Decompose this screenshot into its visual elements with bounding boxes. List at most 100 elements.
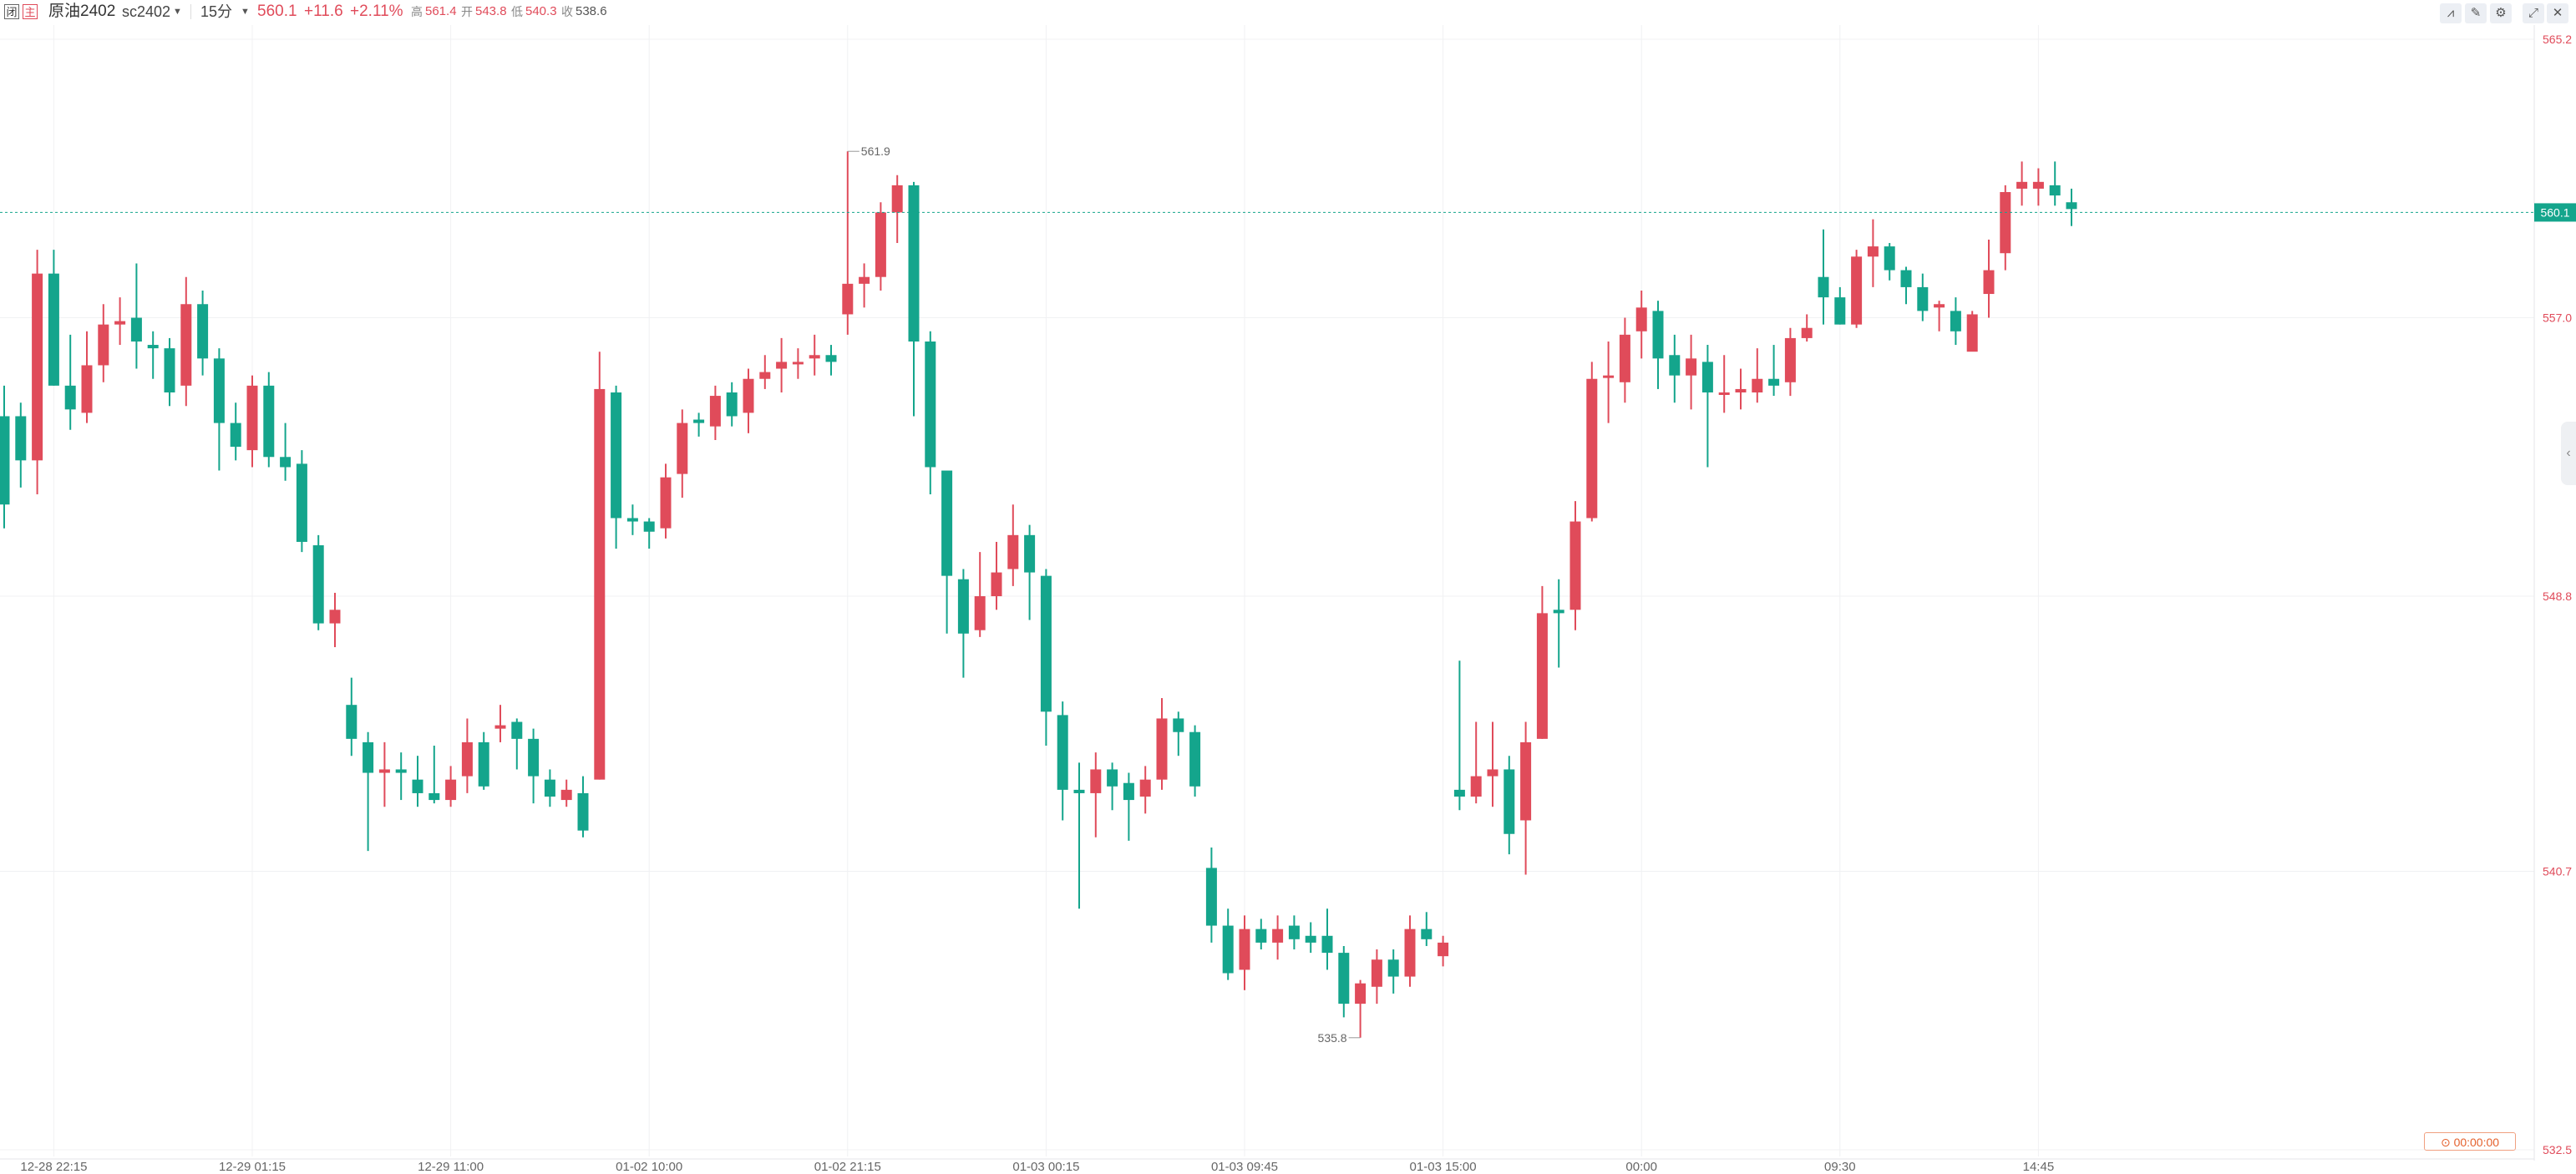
y-tick-label: 565.2	[2543, 33, 2572, 46]
close-market-icon[interactable]: 闭	[4, 4, 19, 19]
candle-body	[130, 317, 142, 342]
chart-grid	[0, 25, 2535, 1161]
candle-body	[461, 741, 473, 777]
candle-body	[1453, 789, 1465, 797]
candle-body	[2049, 185, 2061, 196]
x-tick-label: 09:30	[1824, 1160, 1856, 1174]
x-tick-label: 01-02 21:15	[814, 1160, 881, 1174]
candle-body	[2000, 192, 2011, 254]
candle-body	[544, 779, 555, 797]
candle-body	[1735, 388, 1747, 392]
candle-body	[263, 385, 275, 458]
settings-icon[interactable]: ⚙	[2490, 3, 2512, 23]
candle-body	[1635, 307, 1647, 331]
header-divider	[190, 4, 191, 19]
candle-body	[776, 362, 788, 369]
candle-body	[2016, 181, 2028, 189]
candle-body	[213, 358, 225, 423]
candle-body	[709, 396, 721, 427]
candle-body	[230, 423, 241, 448]
candle-body	[1487, 769, 1498, 777]
candle-body	[1107, 769, 1118, 787]
open-value: 543.8	[475, 4, 507, 18]
y-tick-label: 532.5	[2543, 1143, 2572, 1156]
candle-body	[15, 416, 27, 461]
candle-body	[346, 705, 357, 739]
candle-body	[842, 283, 854, 315]
x-tick-label: 00:00	[1625, 1160, 1657, 1174]
candle-body	[1652, 311, 1664, 359]
candle-body	[577, 792, 589, 831]
collapse-panel-icon[interactable]: ‹	[2561, 422, 2576, 485]
high-label: 高	[411, 5, 423, 18]
candle-body	[1818, 276, 1829, 298]
time-axis: 12-28 22:15 12-29 01:15 12-29 11:00 01-02 1…	[20, 1160, 2054, 1174]
candle-body	[560, 789, 572, 801]
candle-body	[1387, 959, 1399, 977]
candle-body	[511, 721, 523, 739]
x-tick-label: 01-03 15:00	[1410, 1160, 1477, 1174]
candle-body	[1255, 929, 1267, 943]
candle-body	[1586, 378, 1598, 519]
candle-body	[643, 521, 655, 532]
candle-body	[759, 372, 771, 379]
candle-body	[1404, 929, 1416, 977]
candle-body	[1686, 358, 1697, 376]
instrument-code[interactable]: sc2402	[122, 3, 171, 20]
candle-body	[1288, 925, 1300, 939]
candle-body	[1784, 337, 1796, 382]
low-value: 540.3	[525, 4, 557, 18]
interval-chevron-icon[interactable]: ▼	[241, 7, 250, 17]
candle-body	[1305, 935, 1316, 943]
candle-body	[1470, 776, 1482, 797]
last-price: 560.1	[257, 3, 297, 20]
candle-body	[2066, 202, 2077, 210]
price-change-pct: +2.11%	[350, 3, 403, 20]
candle-body	[528, 738, 540, 777]
candle-body	[114, 321, 126, 325]
candle-body	[81, 365, 93, 413]
close-icon[interactable]: ✕	[2547, 3, 2568, 23]
price-change: +11.6	[304, 3, 343, 20]
x-tick-label: 01-03 00:15	[1012, 1160, 1079, 1174]
candle-body	[1504, 769, 1515, 834]
candle-body	[478, 741, 489, 787]
candle-body	[296, 463, 307, 542]
instrument-name: 原油2402	[48, 3, 116, 20]
candle-body	[941, 470, 953, 576]
candle-body	[246, 385, 258, 451]
candle-body	[280, 457, 292, 468]
candle-body	[1900, 270, 1912, 287]
price-annotations: 561.9 535.8	[847, 144, 1361, 1045]
line-style-icon[interactable]: ⩘	[2440, 3, 2462, 23]
candle-body	[98, 324, 109, 366]
candle-body	[1090, 769, 1102, 793]
expand-icon[interactable]: ⤢	[2523, 3, 2544, 23]
candle-body	[1884, 246, 1895, 271]
candle-body	[626, 518, 638, 522]
candle-body	[891, 185, 903, 213]
candle-body	[1205, 868, 1217, 926]
interval-selector[interactable]: 15分	[200, 3, 233, 20]
candle-body	[1669, 355, 1681, 376]
candle-body	[1024, 534, 1036, 573]
chevron-down-icon[interactable]: ▼	[173, 7, 182, 17]
candle-body	[312, 545, 324, 624]
candle-body	[48, 273, 59, 386]
candle-body	[395, 769, 407, 773]
x-tick-label: 12-29 01:15	[219, 1160, 286, 1174]
candle-body	[412, 779, 423, 793]
candle-body	[660, 477, 672, 529]
candle-body	[1950, 311, 1961, 331]
candle-body	[1239, 929, 1250, 970]
candle-body	[428, 792, 440, 801]
candle-body	[991, 572, 1002, 597]
draw-pen-icon[interactable]: ✎	[2465, 3, 2487, 23]
candle-body	[1073, 789, 1085, 793]
candle-body	[1934, 304, 1945, 308]
x-tick-label: 14:45	[2023, 1160, 2055, 1174]
main-contract-icon[interactable]: 主	[23, 4, 38, 19]
candle-body	[180, 304, 192, 386]
y-tick-label: 548.8	[2543, 590, 2572, 603]
